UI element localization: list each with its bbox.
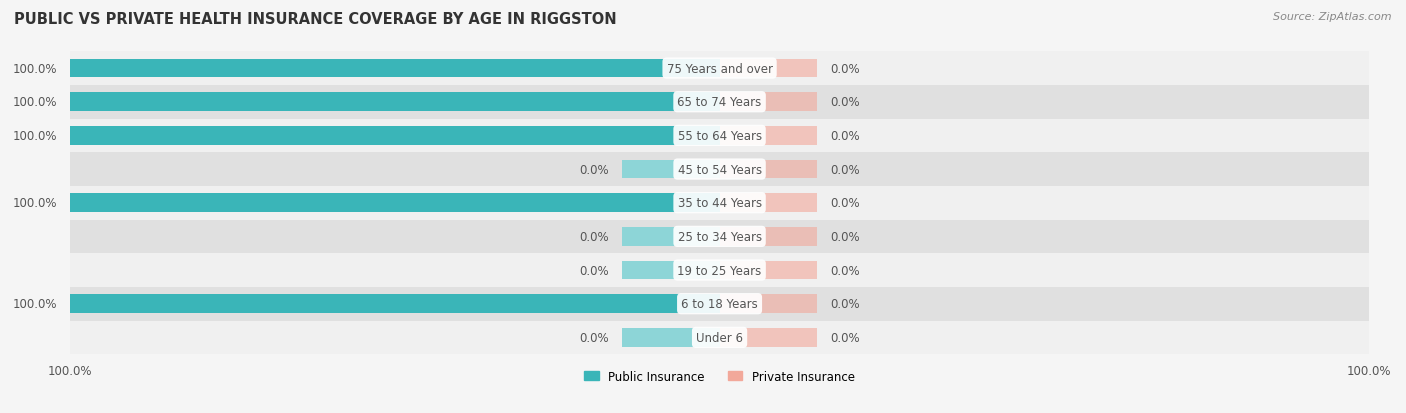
Text: 25 to 34 Years: 25 to 34 Years [678,230,762,243]
Text: 0.0%: 0.0% [830,331,859,344]
Text: 0.0%: 0.0% [579,230,609,243]
Text: 0.0%: 0.0% [830,264,859,277]
Text: 0.0%: 0.0% [579,331,609,344]
Bar [70,86,1369,119]
Text: 0.0%: 0.0% [830,163,859,176]
Bar [623,261,720,280]
Bar [70,60,720,78]
Text: Under 6: Under 6 [696,331,744,344]
Legend: Public Insurance, Private Insurance: Public Insurance, Private Insurance [579,366,859,388]
Bar [70,186,1369,220]
Bar [70,295,720,313]
Bar [720,228,817,246]
Text: 0.0%: 0.0% [830,197,859,210]
Text: 35 to 44 Years: 35 to 44 Years [678,197,762,210]
Bar [720,295,817,313]
Bar [623,328,720,347]
Text: 100.0%: 100.0% [13,297,58,311]
Bar [70,194,720,212]
Bar [70,52,1369,86]
Text: 100.0%: 100.0% [13,96,58,109]
Bar [720,127,817,145]
Text: 100.0%: 100.0% [13,197,58,210]
Text: 0.0%: 0.0% [579,264,609,277]
Text: 55 to 64 Years: 55 to 64 Years [678,130,762,142]
Text: 0.0%: 0.0% [830,96,859,109]
Text: 6 to 18 Years: 6 to 18 Years [681,297,758,311]
Text: 0.0%: 0.0% [830,230,859,243]
Text: 75 Years and over: 75 Years and over [666,62,772,76]
Text: 65 to 74 Years: 65 to 74 Years [678,96,762,109]
Text: 45 to 54 Years: 45 to 54 Years [678,163,762,176]
Bar [70,93,720,112]
Text: 0.0%: 0.0% [830,62,859,76]
Text: 0.0%: 0.0% [830,297,859,311]
Bar [70,254,1369,287]
Bar [70,119,1369,153]
Text: 0.0%: 0.0% [579,163,609,176]
Bar [720,194,817,212]
Bar [70,127,720,145]
Bar [720,160,817,179]
Bar [70,321,1369,354]
Bar [70,287,1369,321]
Text: Source: ZipAtlas.com: Source: ZipAtlas.com [1274,12,1392,22]
Bar [623,160,720,179]
Bar [720,60,817,78]
Bar [720,328,817,347]
Bar [623,228,720,246]
Text: PUBLIC VS PRIVATE HEALTH INSURANCE COVERAGE BY AGE IN RIGGSTON: PUBLIC VS PRIVATE HEALTH INSURANCE COVER… [14,12,617,27]
Bar [720,93,817,112]
Bar [70,153,1369,186]
Text: 100.0%: 100.0% [13,62,58,76]
Text: 0.0%: 0.0% [830,130,859,142]
Text: 100.0%: 100.0% [13,130,58,142]
Text: 19 to 25 Years: 19 to 25 Years [678,264,762,277]
Bar [70,220,1369,254]
Bar [720,261,817,280]
